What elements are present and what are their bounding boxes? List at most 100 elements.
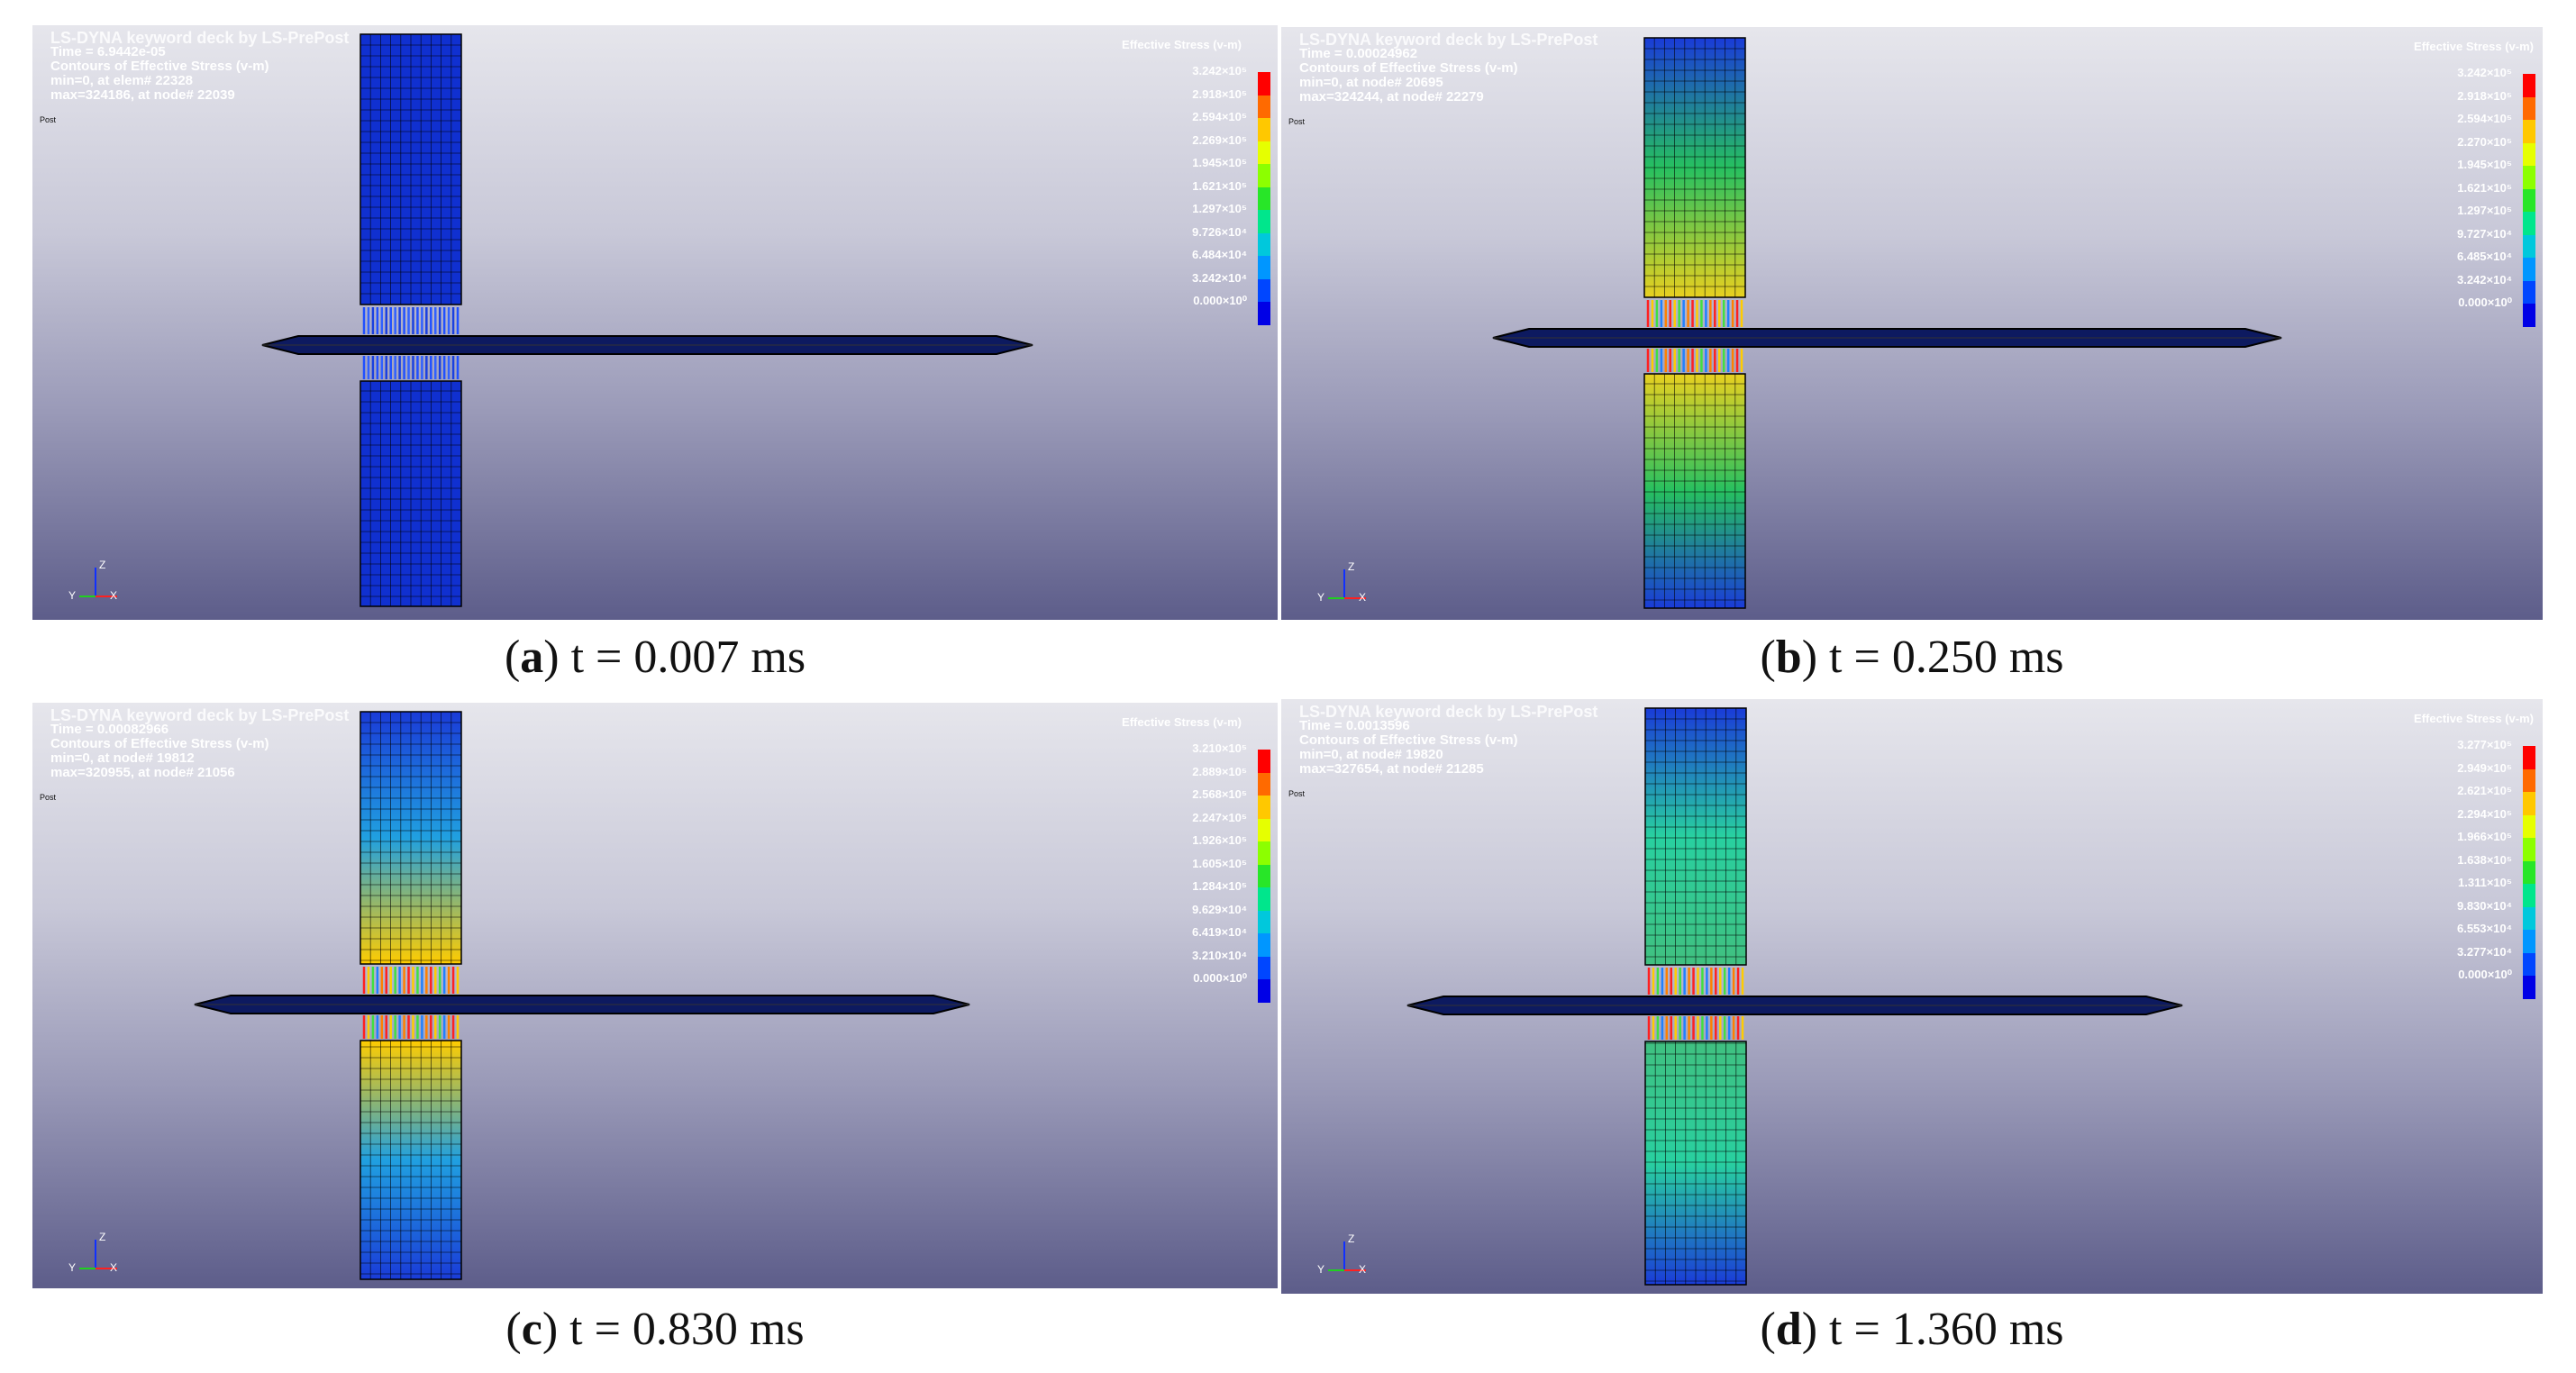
axis-x-label: X bbox=[110, 589, 118, 602]
legend-swatch bbox=[1258, 841, 1270, 865]
legend-swatch bbox=[2523, 212, 2535, 235]
legend-swatch bbox=[2523, 234, 2535, 258]
info-time: Time = 6.9442e-05 bbox=[50, 44, 166, 59]
legend-value: 1.621×10⁵ bbox=[2457, 180, 2512, 195]
legend-swatch bbox=[2523, 906, 2535, 930]
legend-value: 9.830×10⁴ bbox=[2456, 898, 2512, 913]
info-min: min=0, at node# 19820 bbox=[1299, 747, 1443, 762]
legend-value: 3.242×10⁵ bbox=[1192, 64, 1247, 77]
legend-value: 1.966×10⁵ bbox=[2457, 830, 2512, 843]
axis-y-label: Y bbox=[68, 589, 77, 602]
axis-z-label: Z bbox=[99, 559, 106, 571]
axis-y-label: Y bbox=[1317, 1263, 1325, 1276]
viewport-d[interactable]: LS-DYNA keyword deck by LS-PrePost Time … bbox=[1281, 699, 2543, 1294]
legend-labels-a: 3.242×10⁵ 2.918×10⁵ 2.594×10⁵ 2.269×10⁵ 1.94… bbox=[1192, 59, 1247, 313]
info-block-a: LS-DYNA keyword deck by LS-PrePost Time … bbox=[50, 29, 350, 103]
legend-swatch bbox=[2523, 838, 2535, 861]
legend-value: 2.270×10⁵ bbox=[2457, 134, 2512, 149]
legend-value: 2.889×10⁵ bbox=[1192, 764, 1247, 778]
legend-value: 1.297×10⁵ bbox=[1192, 202, 1247, 215]
legend-value: 2.918×10⁵ bbox=[1192, 86, 1247, 101]
legend-value: 2.594×10⁵ bbox=[2457, 112, 2512, 125]
caption-time: t = 0.007 ms bbox=[570, 632, 806, 683]
caption-letter: b bbox=[1775, 632, 1802, 683]
legend-swatch bbox=[1258, 210, 1270, 233]
info-header: LS-DYNA keyword deck by LS-PrePost bbox=[1299, 703, 1598, 721]
legend-swatch bbox=[2523, 792, 2535, 815]
info-header: LS-DYNA keyword deck by LS-PrePost bbox=[50, 706, 350, 724]
legend-swatch bbox=[1258, 141, 1270, 164]
legend-value: 6.419×10⁴ bbox=[1191, 925, 1247, 939]
viewport-c[interactable]: LS-DYNA keyword deck by LS-PrePost Time … bbox=[32, 703, 1278, 1288]
info-max: max=320955, at node# 21056 bbox=[50, 765, 235, 780]
viewport-b[interactable]: LS-DYNA keyword deck by LS-PrePost Time … bbox=[1281, 27, 2543, 620]
legend-swatch bbox=[1258, 796, 1270, 819]
legend-swatch bbox=[1258, 278, 1270, 302]
post-icon-label: Post bbox=[40, 793, 57, 802]
caption-c: (c) t = 0.830 ms bbox=[505, 1304, 805, 1355]
info-min: min=0, at node# 19812 bbox=[50, 750, 195, 766]
caption-a: (a) t = 0.007 ms bbox=[504, 632, 806, 683]
legend-value: 2.949×10⁵ bbox=[2457, 760, 2512, 775]
legend-value: 2.294×10⁵ bbox=[2457, 806, 2512, 821]
legend-value: 1.605×10⁵ bbox=[1192, 856, 1247, 870]
axis-z-label: Z bbox=[99, 1231, 106, 1243]
legend-swatch bbox=[1258, 118, 1270, 141]
legend-title: Effective Stress (v-m) bbox=[1122, 715, 1242, 729]
info-contour: Contours of Effective Stress (v-m) bbox=[1299, 732, 1518, 748]
legend-swatch bbox=[1258, 186, 1270, 210]
legend-swatch bbox=[1258, 864, 1270, 887]
legend-value: 1.311×10⁵ bbox=[2458, 876, 2512, 889]
legend-swatch bbox=[1258, 256, 1270, 279]
legend-value: 3.277×10⁵ bbox=[2457, 738, 2512, 751]
legend-swatch bbox=[2523, 120, 2535, 143]
info-time: Time = 0.0013596 bbox=[1299, 718, 1410, 733]
legend-color-bar bbox=[1258, 72, 1270, 325]
legend-value: 9.727×10⁴ bbox=[2456, 226, 2512, 241]
info-min: min=0, at node# 20695 bbox=[1299, 75, 1443, 90]
legend-value: 0.000×10⁰ bbox=[1193, 971, 1247, 985]
caption-d: (d) t = 1.360 ms bbox=[1760, 1304, 2064, 1355]
caption-letter: c bbox=[521, 1304, 542, 1355]
info-time: Time = 0.00082966 bbox=[50, 722, 169, 737]
legend-swatch bbox=[2523, 952, 2535, 976]
legend-title: Effective Stress (v-m) bbox=[1122, 38, 1242, 51]
legend-swatch bbox=[2523, 280, 2535, 304]
info-contour: Contours of Effective Stress (v-m) bbox=[50, 59, 269, 74]
legend-swatch bbox=[1258, 772, 1270, 796]
info-block-b: LS-DYNA keyword deck by LS-PrePost Time … bbox=[1299, 32, 1597, 105]
info-min: min=0, at elem# 22328 bbox=[50, 73, 194, 88]
info-max: max=327654, at node# 21285 bbox=[1299, 761, 1484, 777]
mesh-b bbox=[1492, 37, 2282, 609]
legend-swatch bbox=[2523, 142, 2535, 166]
legend-value: 6.484×10⁴ bbox=[1191, 248, 1247, 261]
post-icon-label: Post bbox=[1288, 789, 1306, 798]
legend-swatch bbox=[1258, 95, 1270, 118]
legend-swatch bbox=[1258, 910, 1270, 933]
legend-swatch bbox=[1258, 956, 1270, 979]
legend-swatch bbox=[1258, 818, 1270, 841]
legend-swatch bbox=[2523, 930, 2535, 953]
legend-swatch bbox=[1258, 933, 1270, 957]
caption-time: t = 0.830 ms bbox=[569, 1304, 805, 1355]
legend-value: 2.568×10⁵ bbox=[1192, 787, 1247, 801]
legend-value: 1.638×10⁵ bbox=[2457, 852, 2512, 867]
axis-x-label: X bbox=[110, 1261, 118, 1274]
legend-title: Effective Stress (v-m) bbox=[2414, 712, 2534, 725]
legend-value: 3.242×10⁵ bbox=[2457, 66, 2512, 79]
legend-swatch bbox=[2523, 860, 2535, 884]
legend-swatch bbox=[2523, 96, 2535, 120]
legend-value: 3.210×10⁵ bbox=[1192, 741, 1247, 755]
caption-time: t = 0.250 ms bbox=[1829, 632, 2064, 683]
legend-swatch bbox=[2523, 814, 2535, 838]
legend-labels-d: 3.277×10⁵ 2.949×10⁵ 2.621×10⁵ 2.294×10⁵ 1.96… bbox=[2457, 733, 2512, 987]
info-header: LS-DYNA keyword deck by LS-PrePost bbox=[50, 29, 350, 47]
mesh-a bbox=[261, 33, 1033, 607]
viewport-a[interactable]: LS-DYNA keyword deck by LS-PrePost Time … bbox=[32, 25, 1278, 620]
legend-value: 3.277×10⁴ bbox=[2456, 944, 2512, 959]
info-max: max=324244, at node# 22279 bbox=[1299, 89, 1484, 105]
legend-value: 1.621×10⁵ bbox=[1192, 178, 1247, 193]
info-time: Time = 0.00024962 bbox=[1299, 46, 1418, 61]
legend-value: 1.926×10⁵ bbox=[1192, 833, 1247, 847]
info-block-c: LS-DYNA keyword deck by LS-PrePost Time … bbox=[50, 706, 350, 780]
